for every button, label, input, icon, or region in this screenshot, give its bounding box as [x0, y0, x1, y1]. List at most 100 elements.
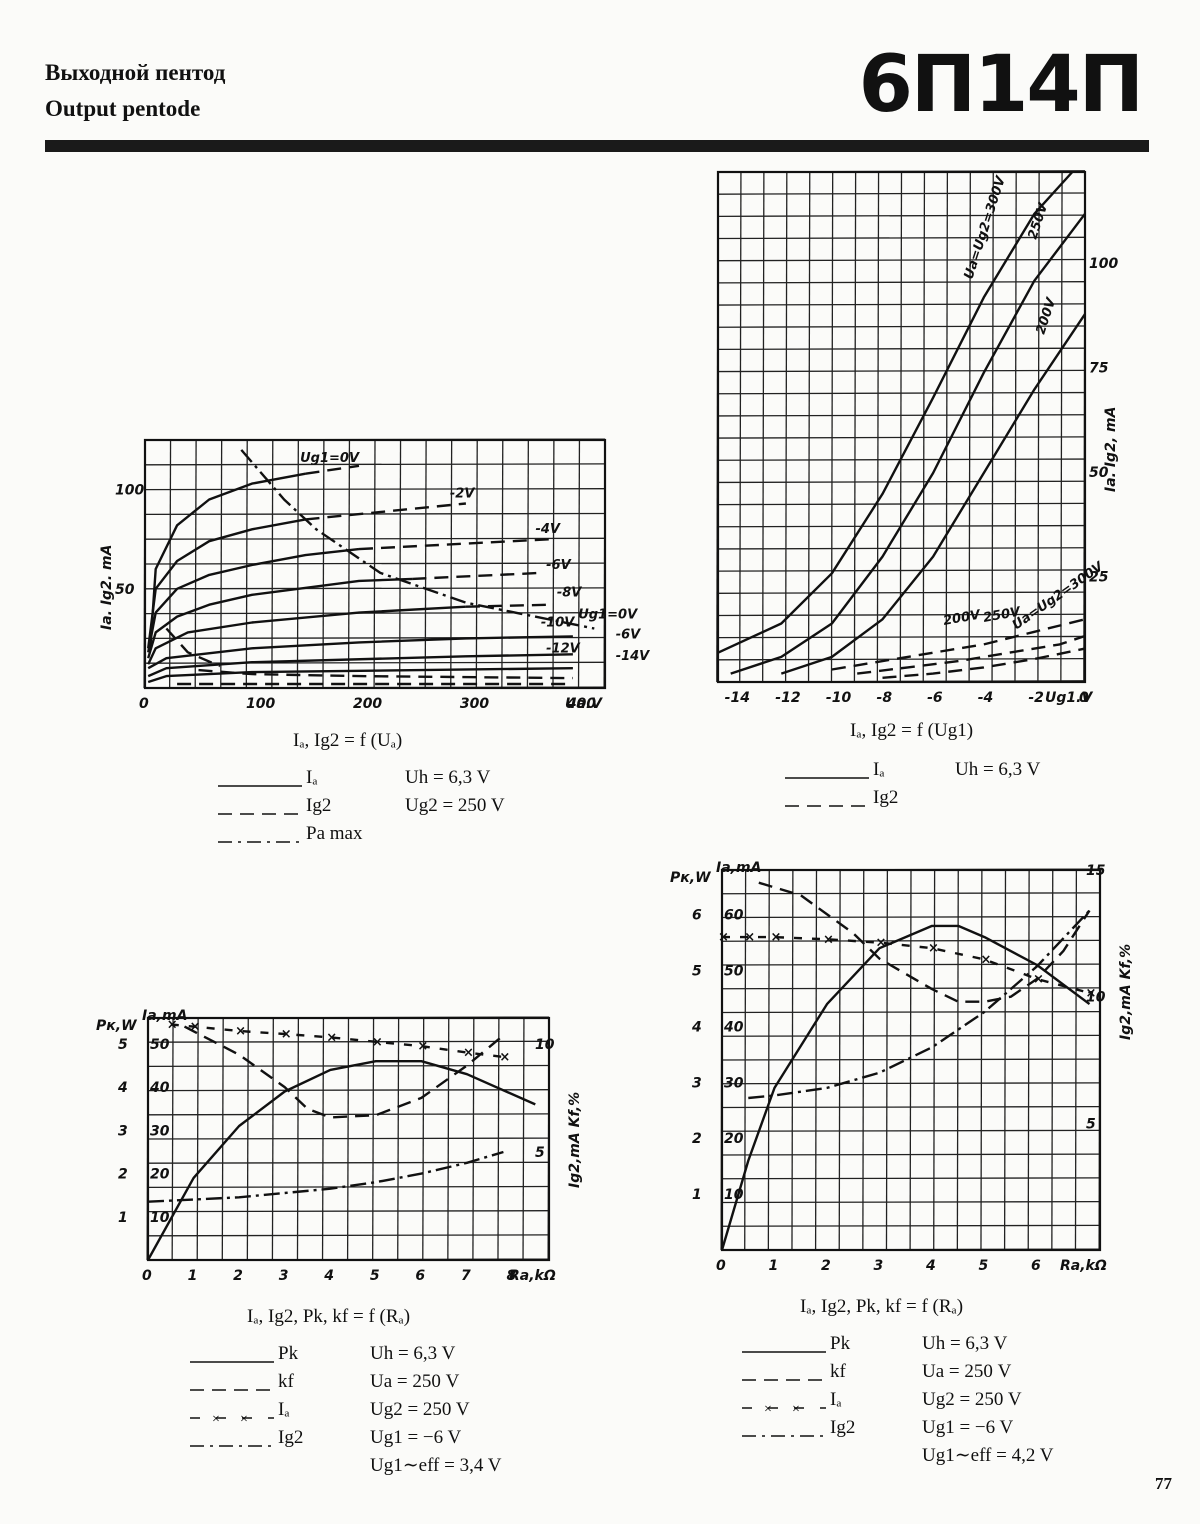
y-tick-label: 100: [1089, 256, 1118, 272]
legend-swatch: [218, 801, 302, 815]
gridline-v: [830, 171, 834, 683]
legend-swatch: × ×: [190, 1405, 274, 1427]
operating-condition: Ug1 = −6 V: [370, 1427, 462, 1448]
y2-tick-label: 40: [723, 1019, 744, 1035]
x-tick-label: 0: [142, 1268, 152, 1284]
chart4-caption: Iₐ, Ig2, Pk, kf = f (Rₐ): [800, 1296, 964, 1317]
curve-label: -14V: [616, 649, 650, 664]
legend-swatch: [190, 1377, 274, 1391]
chart3-frame: [146, 1016, 551, 1262]
x-tick-label: -12: [775, 690, 800, 706]
gridline-v: [945, 171, 949, 683]
chart-anode_characteristics: 0 100 200 300 400 50 100 Ua.V Ia. Ig2. mA: [99, 438, 607, 712]
gridline-h: [147, 1185, 550, 1189]
gridline-h: [717, 258, 1086, 262]
x-tick-label: 400: [566, 696, 596, 712]
y-tick-label: 3: [118, 1123, 128, 1139]
legend-entry: Iₐ: [218, 764, 362, 792]
x-tick-label: 1: [769, 1258, 779, 1274]
gridline-h: [717, 192, 1086, 195]
gridline-v: [497, 1017, 500, 1261]
legend-swatch: [190, 1349, 274, 1363]
legend-label: Iₐ: [830, 1389, 842, 1410]
chart4-legend: Pk kf × × Iₐ Ig2: [742, 1330, 855, 1442]
legend-label: Ig2: [830, 1417, 856, 1438]
chart-load_characteristics_1: × × × × × × × × × 0 1 2 3 4 5 6 7 8 1 2 3 4 5 10 20 30 40 50 5 10 Ra,k…: [96, 1008, 583, 1284]
series-line: [882, 647, 1086, 679]
chart4-grid: [720, 868, 1101, 1251]
y-tick-label: 100: [115, 483, 144, 499]
gridline-h: [144, 587, 606, 590]
x-tick-label: -4: [978, 690, 994, 706]
series-line: [465, 603, 552, 608]
y-axis-label-right: Ig2,mA Kf,%: [567, 1092, 583, 1188]
gridline-v: [876, 171, 880, 683]
gridline-v: [1037, 171, 1040, 683]
gridline-v: [739, 171, 742, 683]
legend-swatch: [742, 1423, 826, 1437]
y-tick-label: 2: [118, 1167, 128, 1183]
x-axis-label: Ra,kΩ: [509, 1268, 556, 1284]
gridline-v: [853, 171, 857, 683]
curve-label: -2V: [450, 487, 475, 502]
y-tick-label: 1: [692, 1187, 702, 1203]
y2-tick-label: 10: [150, 1210, 170, 1226]
y-tick-label: 6: [692, 908, 702, 924]
gridline-v: [922, 171, 926, 683]
x-tick-label: 4: [323, 1268, 334, 1284]
data-point-cross: ×: [167, 1017, 178, 1032]
legend-label: kf: [278, 1371, 294, 1392]
operating-condition: Ug2 = 250 V: [922, 1389, 1022, 1410]
y-axis-label: Ia. Ig2, mA: [1103, 407, 1119, 492]
gridline-v: [1051, 869, 1054, 1251]
x-tick-label: 2: [821, 1258, 831, 1274]
gridline-h: [717, 214, 1086, 217]
chart2-caption: Iₐ, Ig2 = f (Ug1): [850, 720, 974, 741]
legend-label: kf: [830, 1361, 846, 1382]
operating-condition: Ug2 = 250 V: [405, 795, 505, 816]
gridline-v: [1003, 869, 1007, 1251]
gridline-v: [552, 439, 555, 689]
series-line: [147, 518, 306, 649]
gridline-v: [991, 171, 994, 683]
operating-condition: Ug1∼eff = 3,4 V: [370, 1455, 502, 1476]
data-point-cross: ×: [326, 1030, 337, 1045]
series-line: [780, 313, 1086, 675]
y-tick-label: 3: [692, 1075, 702, 1091]
legend-entry: kf: [742, 1358, 855, 1386]
series-line: [147, 653, 573, 678]
curve-label: Ug1=0V: [300, 451, 360, 466]
curve-label: -12V: [546, 641, 580, 656]
svg-text:×: ×: [764, 1402, 772, 1414]
data-point-cross: ×: [981, 952, 992, 967]
series-line: [147, 605, 466, 665]
x-tick-label: 3: [874, 1258, 884, 1274]
series-line: [717, 171, 1074, 654]
legend-swatch: × ×: [742, 1395, 826, 1417]
gridline-h: [721, 915, 1101, 919]
operating-condition: Ug1 = −6 V: [922, 1417, 1014, 1438]
gridline-h: [721, 892, 1101, 895]
gridline-h: [147, 1234, 550, 1237]
data-point-cross: ×: [372, 1035, 383, 1050]
chart3-legend: Pk kf × × Iₐ Ig2: [190, 1340, 303, 1452]
series-line: [147, 1150, 504, 1203]
gridline-v: [472, 1017, 475, 1261]
series-line: [358, 538, 552, 551]
svg-text:×: ×: [212, 1412, 220, 1424]
legend-swatch: [785, 793, 869, 807]
gridline-h: [717, 480, 1086, 484]
y-tick-label: 50: [115, 582, 135, 598]
data-point-cross: ×: [463, 1046, 474, 1061]
legend-label: Iₐ: [306, 767, 318, 788]
gridline-v: [1074, 869, 1078, 1251]
y2-tick-label: 50: [724, 964, 744, 980]
x-tick-label: 6: [415, 1268, 425, 1284]
curve-label: 250V: [982, 605, 1022, 626]
x-tick-label: 2: [233, 1268, 243, 1284]
y3-tick-label: 15: [1086, 863, 1106, 879]
legend-label: Ig2: [278, 1427, 304, 1448]
gridline-h: [721, 1034, 1101, 1037]
series-line: [305, 502, 467, 521]
data-point-cross: ×: [928, 941, 939, 956]
